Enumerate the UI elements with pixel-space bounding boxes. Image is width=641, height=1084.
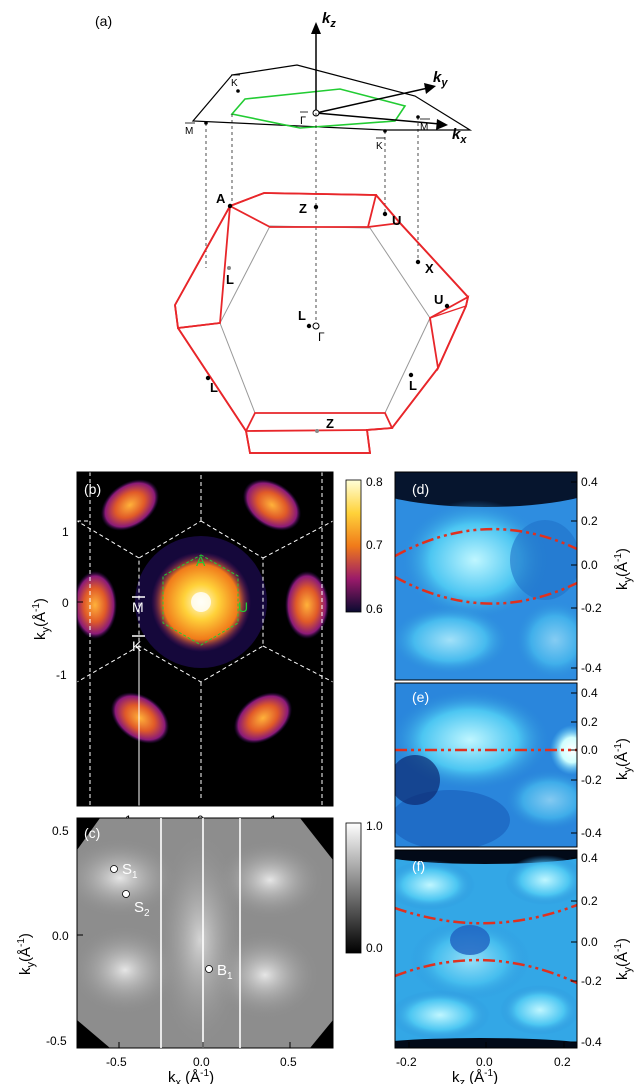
kx-arrow [436, 119, 448, 130]
c-cbar-tick-2: 0.0 [366, 941, 383, 955]
panel-d: (d) [394, 471, 578, 681]
b-ytick-1: 1 [62, 525, 69, 539]
k-bar-label-2: K [376, 141, 383, 152]
panel-c: (c) S1 S2 B1 -0.5 0.0 0.5 0.5 0.0 -0.5 k… [16, 817, 383, 1084]
panel-a-label: (a) [95, 13, 112, 29]
projection-lines [205, 113, 419, 326]
b-cbar-tick-3: 0.6 [366, 602, 383, 616]
c-ylabel: ky(Å-1) [16, 933, 37, 975]
intensity-lobe-5 [110, 692, 170, 744]
c-ytick-1: 0.5 [52, 824, 69, 838]
f-ylabel: ky(Å-1) [613, 938, 634, 980]
panel-e-label: (e) [412, 689, 429, 705]
label-k: K [132, 638, 142, 654]
d-ytick-4: -0.2 [581, 601, 602, 615]
d-ytick-2: 0.2 [581, 514, 598, 528]
label-a: A [196, 553, 206, 569]
c-xlabel: kx (Å-1) [168, 1068, 214, 1084]
c-xtick-1: -0.5 [106, 1055, 127, 1069]
k-bar-label: K [231, 78, 238, 89]
point-l-2: L [298, 308, 306, 323]
intensity-lobe-3 [77, 571, 117, 639]
e-ytick-3: 0.0 [581, 743, 598, 757]
gamma-bar-label: Γ [300, 115, 306, 127]
e-ytick-2: 0.2 [581, 715, 598, 729]
point-l-4: L [409, 378, 417, 393]
c-xtick-2: 0.0 [193, 1055, 210, 1069]
point-gamma: Γ [318, 330, 325, 344]
label-u: U [238, 599, 248, 615]
f-ytick-4: -0.2 [581, 974, 602, 988]
ky-label: ky [433, 69, 448, 89]
panel-f-label: (f) [412, 858, 425, 874]
d-ytick-1: 0.4 [581, 475, 598, 489]
panel-f: (f) [394, 849, 578, 1049]
point-s2: S2 [134, 899, 150, 919]
d-ytick-5: -0.4 [581, 661, 602, 675]
green-hexagon [230, 88, 407, 129]
panel-e: (e) [394, 682, 578, 848]
e-ytick-5: -0.4 [581, 826, 602, 840]
point-z-2: Z [326, 416, 334, 431]
kz-label: kz [322, 10, 336, 30]
point-x: X [425, 261, 434, 276]
kz-arrow [311, 22, 321, 34]
f-ytick-2: 0.2 [581, 894, 598, 908]
ky-axis [315, 87, 429, 114]
panel-a: (a) kz ky kx K M Γ K M [95, 10, 473, 454]
f-ytick-3: 0.0 [581, 935, 598, 949]
point-l-1: L [226, 272, 234, 287]
panel-b-label: (b) [84, 481, 101, 497]
kx-label: kx [452, 126, 467, 146]
b-ytick-2: 0 [62, 596, 69, 610]
f-ytick-5: -0.4 [581, 1035, 602, 1049]
d-ylabel: ky(Å-1) [613, 548, 634, 590]
e-ylabel: ky(Å-1) [613, 738, 634, 780]
m-bar-label-2: M [420, 122, 428, 133]
c-ytick-3: -0.5 [46, 1034, 67, 1048]
intensity-lobe-6 [233, 692, 293, 744]
c-colorbar [345, 822, 362, 954]
panel-c-label: (c) [84, 825, 100, 841]
surface-bz-hexagon [191, 64, 473, 131]
point-s1: S1 [122, 861, 138, 881]
bulk-bz [174, 192, 470, 454]
point-a: A [216, 191, 226, 206]
b-cbar-tick-1: 0.8 [366, 475, 383, 489]
b-ylabel: ky(Å-1) [31, 598, 52, 640]
b-ytick-3: -1 [56, 668, 67, 682]
point-z: Z [299, 201, 307, 216]
label-m: M [132, 599, 144, 615]
ky-arrow [424, 83, 436, 94]
f-xlabel: kz (Å-1) [452, 1068, 498, 1084]
d-ytick-3: 0.0 [581, 558, 598, 572]
point-u: U [392, 213, 401, 228]
f-xtick-1: -0.2 [396, 1055, 417, 1069]
e-ytick-1: 0.4 [581, 686, 598, 700]
m-bar-label: M [185, 126, 193, 137]
intensity-lobe-1 [100, 479, 160, 531]
kx-axis [315, 112, 441, 125]
point-b1: B1 [217, 962, 233, 982]
b-cbar-tick-2: 0.7 [366, 538, 383, 552]
f-ytick-1: 0.4 [581, 851, 598, 865]
e-ytick-4: -0.2 [581, 773, 602, 787]
f-xtick-3: 0.2 [554, 1055, 571, 1069]
intensity-lobe-4 [285, 571, 329, 639]
c-cbar-tick-1: 1.0 [366, 819, 383, 833]
c-xtick-3: 0.5 [280, 1055, 297, 1069]
point-l-3: L [210, 380, 218, 395]
c-ytick-2: 0.0 [52, 929, 69, 943]
panel-b: (b) A U M K -1 0 1 1 0 -1 kx (Å-1) ky(Å-… [31, 471, 383, 850]
f-xtick-2: 0.0 [476, 1055, 493, 1069]
right-axes: 0.4 0.2 0.0 -0.2 -0.4 0.4 0.2 0.0 -0.2 -… [396, 475, 634, 1084]
intensity-lobe-2 [242, 479, 302, 531]
b-colorbar [345, 479, 362, 613]
point-u-2: U [434, 292, 443, 307]
panel-d-label: (d) [412, 481, 429, 497]
